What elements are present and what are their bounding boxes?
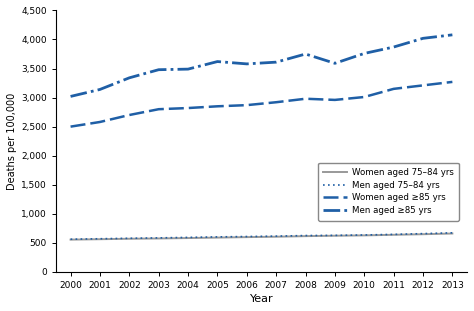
Women aged ≥85 yrs <box>303 97 309 101</box>
Line: Women aged ≥85 yrs: Women aged ≥85 yrs <box>71 82 452 127</box>
Men aged 75–84 yrs <box>244 235 250 239</box>
Men aged ≥85 yrs <box>68 95 73 98</box>
Line: Women aged 75–84 yrs: Women aged 75–84 yrs <box>71 234 452 239</box>
Legend: Women aged 75–84 yrs, Men aged 75–84 yrs, Women aged ≥85 yrs, Men aged ≥85 yrs: Women aged 75–84 yrs, Men aged 75–84 yrs… <box>318 163 459 220</box>
Men aged ≥85 yrs <box>97 88 103 91</box>
Women aged ≥85 yrs <box>391 87 396 91</box>
Women aged 75–84 yrs <box>97 237 103 241</box>
Men aged 75–84 yrs <box>303 234 309 237</box>
Women aged ≥85 yrs <box>97 120 103 124</box>
Men aged ≥85 yrs <box>303 52 309 56</box>
Women aged ≥85 yrs <box>244 103 250 107</box>
Women aged 75–84 yrs <box>449 232 455 235</box>
Line: Men aged ≥85 yrs: Men aged ≥85 yrs <box>71 35 452 96</box>
Men aged ≥85 yrs <box>449 33 455 37</box>
Men aged 75–84 yrs <box>449 231 455 235</box>
Women aged ≥85 yrs <box>156 107 162 111</box>
Women aged 75–84 yrs <box>303 234 309 238</box>
Men aged ≥85 yrs <box>156 68 162 72</box>
Men aged ≥85 yrs <box>332 62 338 65</box>
Women aged 75–84 yrs <box>273 235 279 239</box>
Men aged ≥85 yrs <box>127 76 132 80</box>
Women aged ≥85 yrs <box>127 113 132 117</box>
Men aged ≥85 yrs <box>420 36 426 40</box>
Women aged ≥85 yrs <box>185 106 191 110</box>
Men aged 75–84 yrs <box>68 237 73 241</box>
Men aged 75–84 yrs <box>185 235 191 239</box>
Men aged 75–84 yrs <box>156 236 162 240</box>
Women aged ≥85 yrs <box>332 98 338 102</box>
Women aged 75–84 yrs <box>127 237 132 241</box>
Women aged ≥85 yrs <box>361 95 367 99</box>
Women aged ≥85 yrs <box>68 125 73 128</box>
Men aged 75–84 yrs <box>391 233 396 236</box>
Men aged ≥85 yrs <box>215 60 220 63</box>
Men aged ≥85 yrs <box>391 45 396 49</box>
Men aged 75–84 yrs <box>332 234 338 237</box>
Men aged 75–84 yrs <box>215 235 220 239</box>
X-axis label: Year: Year <box>250 294 273 304</box>
Men aged ≥85 yrs <box>244 62 250 66</box>
Women aged 75–84 yrs <box>215 236 220 239</box>
Women aged ≥85 yrs <box>273 100 279 104</box>
Line: Men aged 75–84 yrs: Men aged 75–84 yrs <box>71 233 452 239</box>
Women aged ≥85 yrs <box>420 84 426 87</box>
Y-axis label: Deaths per 100,000: Deaths per 100,000 <box>7 93 17 190</box>
Men aged 75–84 yrs <box>361 233 367 237</box>
Men aged ≥85 yrs <box>361 52 367 55</box>
Men aged ≥85 yrs <box>185 67 191 71</box>
Men aged 75–84 yrs <box>97 237 103 241</box>
Men aged 75–84 yrs <box>273 234 279 238</box>
Men aged 75–84 yrs <box>127 236 132 240</box>
Women aged 75–84 yrs <box>420 232 426 236</box>
Men aged ≥85 yrs <box>273 60 279 64</box>
Women aged ≥85 yrs <box>449 80 455 84</box>
Women aged 75–84 yrs <box>68 238 73 241</box>
Women aged 75–84 yrs <box>332 234 338 238</box>
Women aged 75–84 yrs <box>244 235 250 239</box>
Women aged 75–84 yrs <box>361 234 367 237</box>
Men aged 75–84 yrs <box>420 232 426 235</box>
Women aged 75–84 yrs <box>185 236 191 240</box>
Women aged 75–84 yrs <box>391 233 396 237</box>
Women aged ≥85 yrs <box>215 104 220 108</box>
Women aged 75–84 yrs <box>156 237 162 240</box>
